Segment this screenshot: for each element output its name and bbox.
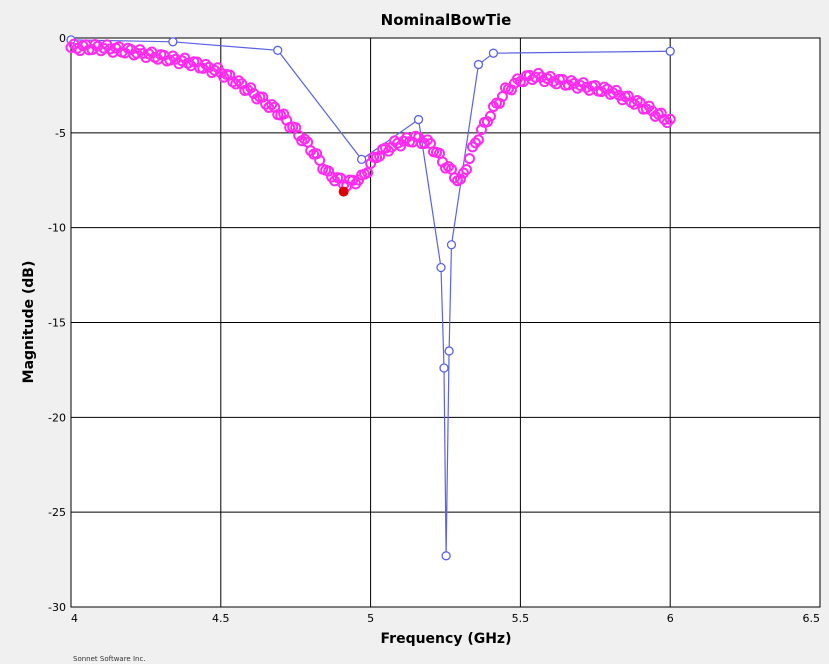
series-1-point (488, 48, 499, 58)
series-1-point (436, 262, 446, 273)
series-1-point (473, 59, 484, 70)
series-2-point (209, 65, 221, 77)
chart-title: NominalBowTie (381, 11, 512, 29)
grid (70, 37, 821, 608)
series-1-point (168, 37, 178, 47)
y-tick-label: -20 (48, 411, 66, 424)
series-2-point (245, 82, 257, 94)
series-2-point (365, 158, 377, 170)
series-2-point (481, 116, 493, 128)
series-2-point (329, 175, 341, 187)
series-2-point (380, 142, 392, 154)
series-1-point (356, 154, 367, 165)
series-2-point (460, 164, 472, 176)
series-2-point (574, 80, 586, 92)
series-2-point (442, 161, 454, 173)
x-tick-label: 5 (367, 612, 374, 625)
series-2-point (565, 75, 577, 87)
x-tick-label: 4 (71, 612, 78, 625)
y-tick-label: -30 (48, 601, 66, 614)
y-axis-label: Magnitude (dB) (21, 261, 37, 384)
series-1-point (441, 551, 451, 561)
series-group (65, 35, 676, 561)
series-1-point (665, 46, 675, 56)
series-2-point (454, 173, 466, 185)
series-2-point (266, 99, 278, 111)
y-tick-labels: 0 -5 -10 -15 -20 -25 -30 (48, 32, 66, 614)
series-2-point (323, 165, 335, 177)
x-tick-label: 6 (667, 612, 674, 625)
series-2-point (655, 107, 667, 119)
x-tick-label: 5.5 (512, 612, 530, 625)
series-2-point (649, 110, 661, 122)
series-2-point (607, 87, 619, 99)
series-2-point (167, 50, 179, 62)
series-2-point (230, 78, 242, 90)
series-2-point (463, 153, 475, 165)
x-tick-label: 4.5 (212, 612, 230, 625)
series-2-point (299, 133, 311, 145)
x-axis-label: Frequency (GHz) (381, 631, 512, 647)
series-2-point (176, 55, 188, 67)
y-tick-label: -10 (48, 222, 66, 235)
series-1-point (446, 240, 457, 250)
y-tick-label: -5 (55, 127, 66, 140)
y-tick-label: -15 (48, 317, 66, 330)
series-2-point (505, 84, 517, 96)
series-2-point (622, 90, 634, 102)
series-2-point (392, 137, 404, 149)
series-2-point (278, 108, 290, 120)
series-2-point (664, 113, 676, 125)
footer-credit: Sonnet Software Inc. (73, 655, 146, 663)
series-2-point (484, 110, 496, 122)
series-1-point (273, 45, 283, 55)
series-2-point (233, 75, 245, 87)
x-tick-label: 6.5 (803, 612, 821, 625)
y-tick-label: 0 (59, 32, 66, 45)
series-2-point (469, 137, 481, 149)
series-2-point (640, 103, 652, 115)
series-2-point (200, 58, 212, 70)
y-tick-label: -25 (48, 506, 66, 519)
x-tick-labels: 4 4.5 5 5.5 6 6.5 (71, 612, 820, 625)
series-1-point (444, 346, 454, 356)
series-1-point (439, 363, 449, 373)
series-2-point (472, 134, 484, 146)
series-2-point (658, 114, 670, 126)
marker-point (338, 186, 349, 197)
series-2-point (448, 172, 460, 184)
series-2-point (218, 71, 230, 83)
series-2-point (263, 101, 275, 113)
series-1-point (413, 114, 424, 125)
